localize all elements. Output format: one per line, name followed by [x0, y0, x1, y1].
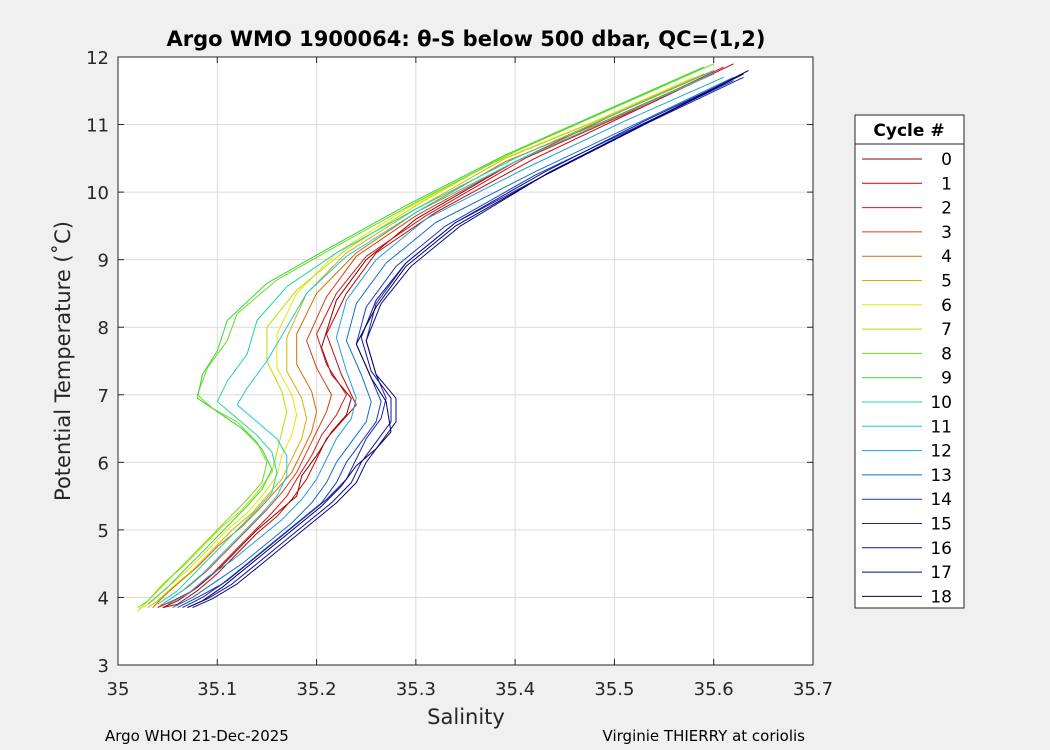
legend-label: 2	[941, 199, 952, 219]
x-tick-label: 35.7	[793, 679, 833, 700]
series-line-cycle-13	[172, 76, 734, 609]
legend-title: Cycle #	[873, 121, 944, 141]
y-tick-label: 10	[86, 183, 109, 204]
legend-label: 11	[930, 417, 952, 437]
y-tick-label: 7	[98, 386, 109, 407]
legend-label: 7	[941, 320, 952, 340]
series-line-cycle-6	[142, 76, 695, 609]
series-line-cycle-5	[147, 73, 705, 609]
x-tick-label: 35.3	[396, 679, 436, 700]
series-line-cycle-12	[167, 76, 724, 605]
series-line-cycle-3	[157, 70, 714, 609]
plot-frame	[117, 56, 814, 666]
series-line-cycle-8	[137, 63, 714, 609]
series-line-cycle-16	[187, 73, 744, 609]
plot-area	[118, 57, 813, 665]
series-line-cycle-18	[187, 73, 744, 609]
footer-right: Virginie THIERRY at coriolis	[603, 727, 806, 745]
x-tick-label: 35	[107, 679, 130, 700]
legend-label: 18	[930, 587, 952, 607]
x-tick-label: 35.5	[594, 679, 634, 700]
x-tick-label: 35.2	[297, 679, 337, 700]
x-tick-label: 35.6	[694, 679, 734, 700]
legend-label: 17	[930, 563, 952, 583]
series-line-cycle-2	[157, 66, 724, 609]
y-tick-label: 8	[98, 318, 109, 339]
legend-label: 4	[941, 247, 952, 267]
x-tick-label: 35.1	[197, 679, 237, 700]
series-line-cycle-17	[192, 70, 749, 609]
legend-label: 14	[930, 490, 952, 510]
series-line-cycle-9	[147, 66, 705, 605]
legend-label: 12	[930, 442, 952, 462]
legend-label: 16	[930, 539, 952, 559]
y-tick-label: 5	[98, 521, 109, 542]
axis-ticks: 35 35.1 35.2 35.3 35.4 35.5 35.6 35.7 3 4 5 6 7 8 9 10 1…	[86, 48, 833, 700]
y-tick-label: 4	[98, 588, 109, 609]
y-tick-label: 12	[86, 48, 109, 69]
series-line-cycle-1	[162, 63, 734, 609]
chart-title: Argo WMO 1900064: θ-S below 500 dbar, QC…	[167, 27, 766, 51]
footer-left: Argo WHOI 21-Dec-2025	[105, 727, 289, 745]
legend-box	[854, 114, 965, 609]
y-tick-label: 3	[98, 656, 109, 677]
series-line-cycle-10	[157, 70, 714, 605]
y-axis-label: Potential Temperature (˚C)	[51, 221, 75, 501]
series-lines	[137, 63, 749, 612]
series-line-cycle-11	[162, 73, 714, 605]
legend-label: 3	[941, 223, 952, 243]
legend-label: 0	[941, 150, 952, 170]
legend-label: 5	[941, 272, 952, 292]
series-line-cycle-0	[162, 73, 714, 609]
legend-label: 1	[941, 174, 952, 194]
legend-label: 9	[941, 369, 952, 389]
x-tick-label: 35.4	[495, 679, 535, 700]
x-axis-label: Salinity	[427, 705, 505, 729]
series-line-cycle-4	[152, 76, 705, 608]
legend-label: 8	[941, 344, 952, 364]
y-tick-label: 9	[98, 251, 109, 272]
y-tick-label: 11	[86, 116, 109, 137]
series-line-cycle-7	[137, 66, 705, 612]
legend-label: 15	[930, 515, 952, 535]
legend-label: 6	[941, 296, 952, 316]
legend-label: 10	[930, 393, 952, 413]
legend-label: 13	[930, 466, 952, 486]
y-tick-label: 6	[98, 453, 109, 474]
